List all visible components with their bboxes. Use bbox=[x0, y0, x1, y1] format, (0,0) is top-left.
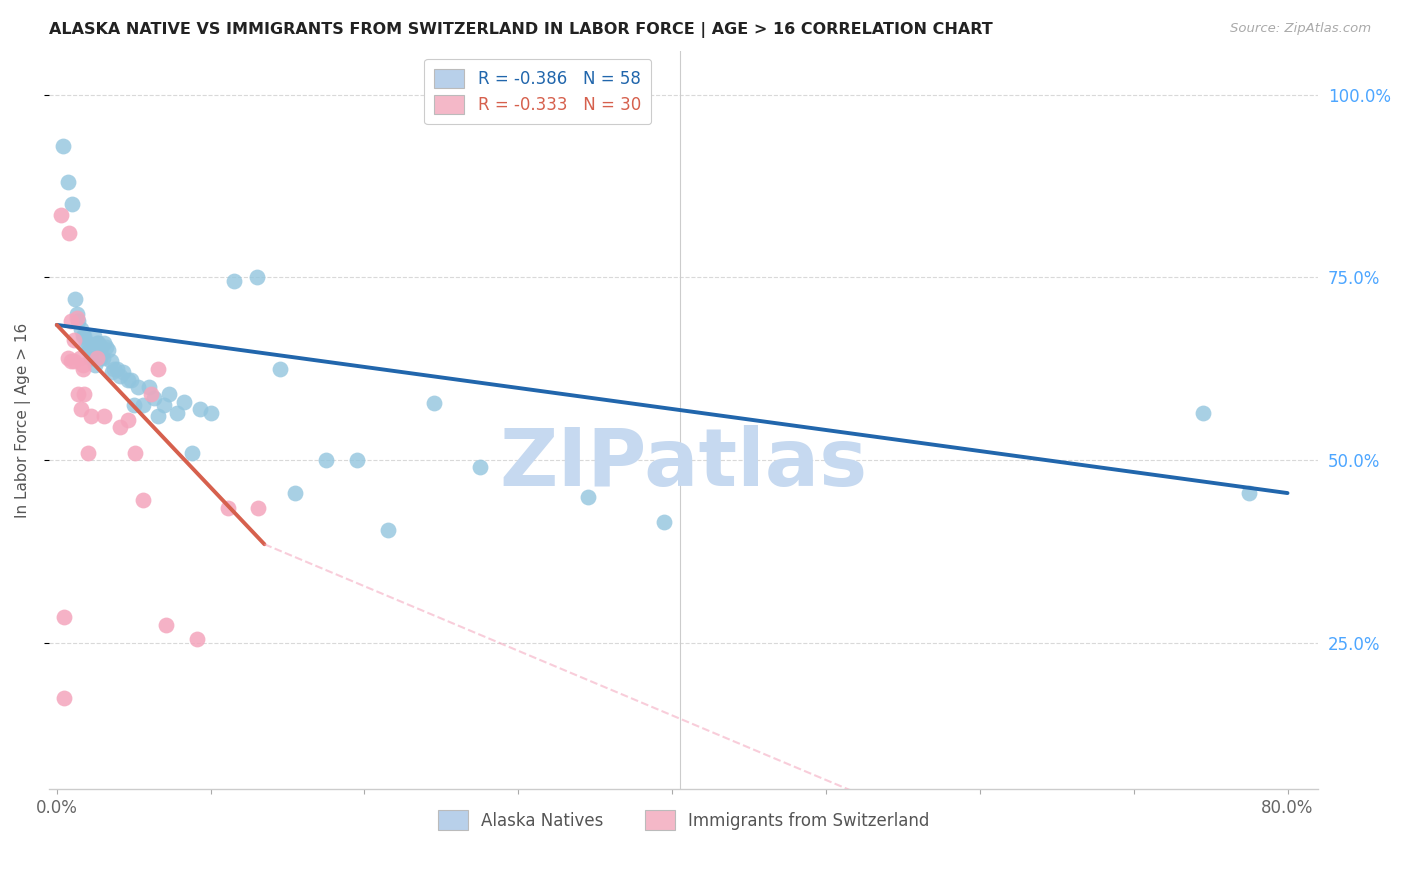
Point bbox=[58, 227, 80, 241]
Point bbox=[87, 336, 110, 351]
Point bbox=[77, 343, 100, 358]
Point bbox=[377, 523, 399, 537]
Point bbox=[73, 329, 96, 343]
Point bbox=[76, 446, 98, 460]
Point bbox=[93, 409, 115, 424]
Point bbox=[576, 490, 599, 504]
Y-axis label: In Labor Force | Age > 16: In Labor Force | Age > 16 bbox=[15, 322, 31, 517]
Point bbox=[53, 610, 76, 624]
Point bbox=[117, 373, 139, 387]
Point bbox=[315, 453, 337, 467]
Point bbox=[108, 420, 131, 434]
Point bbox=[138, 380, 160, 394]
Point bbox=[120, 373, 142, 387]
Point bbox=[217, 500, 239, 515]
Point bbox=[139, 387, 162, 401]
Point bbox=[94, 340, 117, 354]
Point bbox=[67, 387, 90, 401]
Point bbox=[108, 369, 131, 384]
Point bbox=[200, 406, 222, 420]
Point bbox=[73, 387, 96, 401]
Point bbox=[72, 358, 94, 372]
Point bbox=[103, 361, 125, 376]
Point bbox=[166, 406, 188, 420]
Point bbox=[82, 343, 104, 358]
Point bbox=[67, 314, 90, 328]
Point bbox=[86, 351, 108, 365]
Point bbox=[56, 351, 79, 365]
Point bbox=[222, 274, 245, 288]
Point bbox=[53, 690, 76, 705]
Text: ALASKA NATIVE VS IMMIGRANTS FROM SWITZERLAND IN LABOR FORCE | AGE > 16 CORRELATI: ALASKA NATIVE VS IMMIGRANTS FROM SWITZER… bbox=[49, 22, 993, 38]
Text: Source: ZipAtlas.com: Source: ZipAtlas.com bbox=[1230, 22, 1371, 36]
Point bbox=[124, 446, 146, 460]
Point bbox=[132, 398, 155, 412]
Point bbox=[90, 340, 112, 354]
Legend: Alaska Natives, Immigrants from Switzerland: Alaska Natives, Immigrants from Switzerl… bbox=[432, 804, 936, 837]
Point bbox=[62, 354, 84, 368]
Point bbox=[246, 270, 269, 285]
Point bbox=[72, 329, 94, 343]
Point bbox=[59, 314, 82, 328]
Point bbox=[59, 354, 82, 368]
Point bbox=[70, 321, 93, 335]
Point bbox=[69, 351, 91, 365]
Point bbox=[654, 516, 676, 530]
Point bbox=[142, 391, 165, 405]
Point bbox=[157, 387, 180, 401]
Point bbox=[117, 413, 139, 427]
Point bbox=[52, 138, 75, 153]
Point bbox=[148, 361, 170, 376]
Point bbox=[72, 361, 94, 376]
Point bbox=[91, 351, 114, 365]
Point bbox=[66, 310, 89, 325]
Point bbox=[111, 366, 134, 380]
Point bbox=[122, 398, 145, 412]
Point bbox=[127, 380, 149, 394]
Point bbox=[84, 358, 107, 372]
Point bbox=[105, 361, 128, 376]
Point bbox=[51, 208, 73, 222]
Point bbox=[93, 336, 115, 351]
Point bbox=[89, 351, 111, 365]
Point bbox=[132, 493, 155, 508]
Point bbox=[181, 446, 204, 460]
Point bbox=[62, 333, 84, 347]
Point bbox=[76, 336, 98, 351]
Point bbox=[75, 336, 97, 351]
Point bbox=[186, 632, 208, 647]
Text: ZIPatlas: ZIPatlas bbox=[499, 425, 868, 503]
Point bbox=[86, 336, 108, 351]
Point bbox=[63, 293, 86, 307]
Point bbox=[346, 453, 368, 467]
Point bbox=[269, 361, 291, 376]
Point bbox=[173, 394, 195, 409]
Point bbox=[155, 617, 177, 632]
Point bbox=[70, 401, 93, 416]
Point bbox=[101, 366, 124, 380]
Point bbox=[1192, 406, 1215, 420]
Point bbox=[468, 460, 491, 475]
Point bbox=[247, 500, 270, 515]
Point bbox=[148, 409, 170, 424]
Point bbox=[66, 307, 89, 321]
Point bbox=[153, 398, 176, 412]
Point bbox=[96, 343, 118, 358]
Point bbox=[56, 175, 79, 189]
Point bbox=[79, 409, 101, 424]
Point bbox=[79, 351, 101, 365]
Point bbox=[188, 401, 211, 416]
Point bbox=[284, 486, 307, 500]
Point bbox=[100, 354, 122, 368]
Point bbox=[1237, 486, 1260, 500]
Point bbox=[83, 329, 105, 343]
Point bbox=[60, 197, 83, 211]
Point bbox=[422, 396, 444, 410]
